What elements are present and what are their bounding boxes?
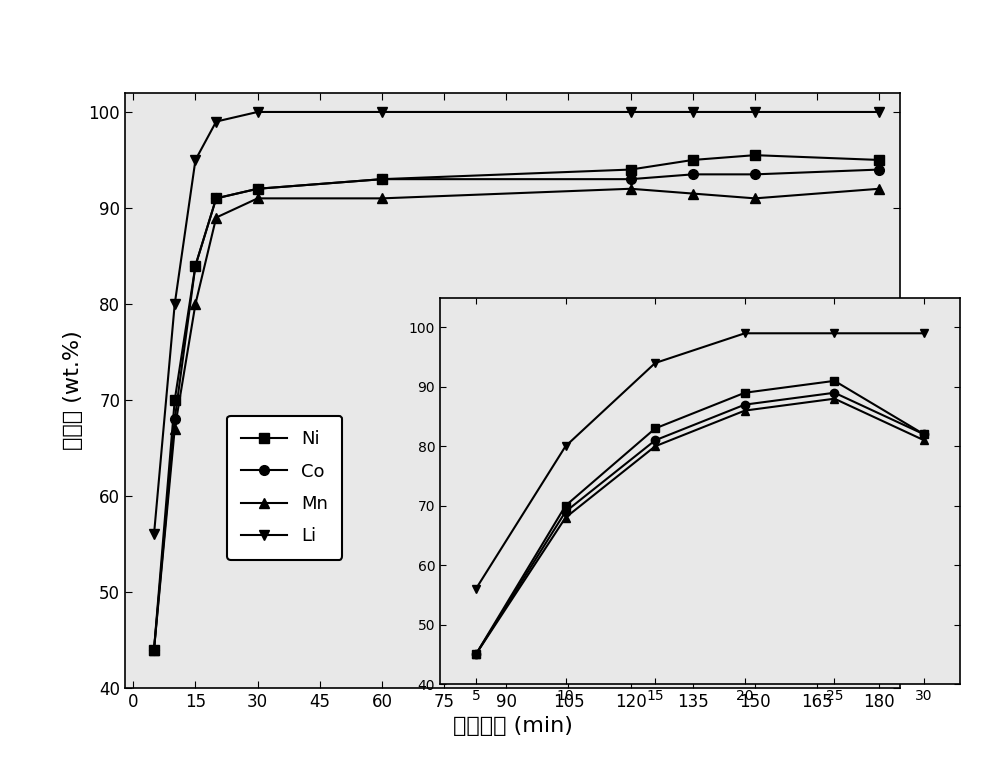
- Li: [148, 530, 160, 539]
- Co: [376, 175, 388, 184]
- Line: Mn: Mn: [149, 184, 884, 655]
- Ni: [687, 155, 699, 165]
- Li: [625, 107, 637, 117]
- Li: [687, 107, 699, 117]
- Co: [873, 165, 885, 174]
- Ni: [376, 175, 388, 184]
- Co: [148, 645, 160, 654]
- Mn: [169, 424, 181, 434]
- Ni: [210, 194, 222, 203]
- Li: [189, 155, 201, 165]
- Ni: [749, 151, 761, 160]
- Y-axis label: 浸出率 (wt.%): 浸出率 (wt.%): [63, 331, 83, 450]
- Mn: [210, 213, 222, 222]
- Mn: [189, 299, 201, 308]
- Co: [210, 194, 222, 203]
- Co: [252, 184, 264, 193]
- Co: [625, 175, 637, 184]
- Line: Co: Co: [149, 165, 884, 655]
- Legend: Ni, Co, Mn, Li: Ni, Co, Mn, Li: [227, 416, 342, 560]
- Mn: [749, 194, 761, 203]
- Mn: [625, 184, 637, 193]
- Li: [169, 299, 181, 308]
- Ni: [189, 261, 201, 271]
- Co: [189, 261, 201, 271]
- Ni: [873, 155, 885, 165]
- Co: [687, 170, 699, 179]
- Co: [169, 414, 181, 424]
- Ni: [148, 645, 160, 654]
- Ni: [252, 184, 264, 193]
- Mn: [148, 645, 160, 654]
- Co: [749, 170, 761, 179]
- Line: Ni: Ni: [149, 150, 884, 655]
- Li: [749, 107, 761, 117]
- Mn: [687, 189, 699, 198]
- Line: Li: Li: [149, 107, 884, 540]
- Mn: [873, 184, 885, 193]
- Li: [210, 117, 222, 126]
- Li: [252, 107, 264, 117]
- Li: [873, 107, 885, 117]
- Ni: [169, 395, 181, 404]
- Mn: [376, 194, 388, 203]
- Ni: [625, 165, 637, 174]
- X-axis label: 反应时间 (min): 反应时间 (min): [453, 717, 572, 737]
- Li: [376, 107, 388, 117]
- Mn: [252, 194, 264, 203]
